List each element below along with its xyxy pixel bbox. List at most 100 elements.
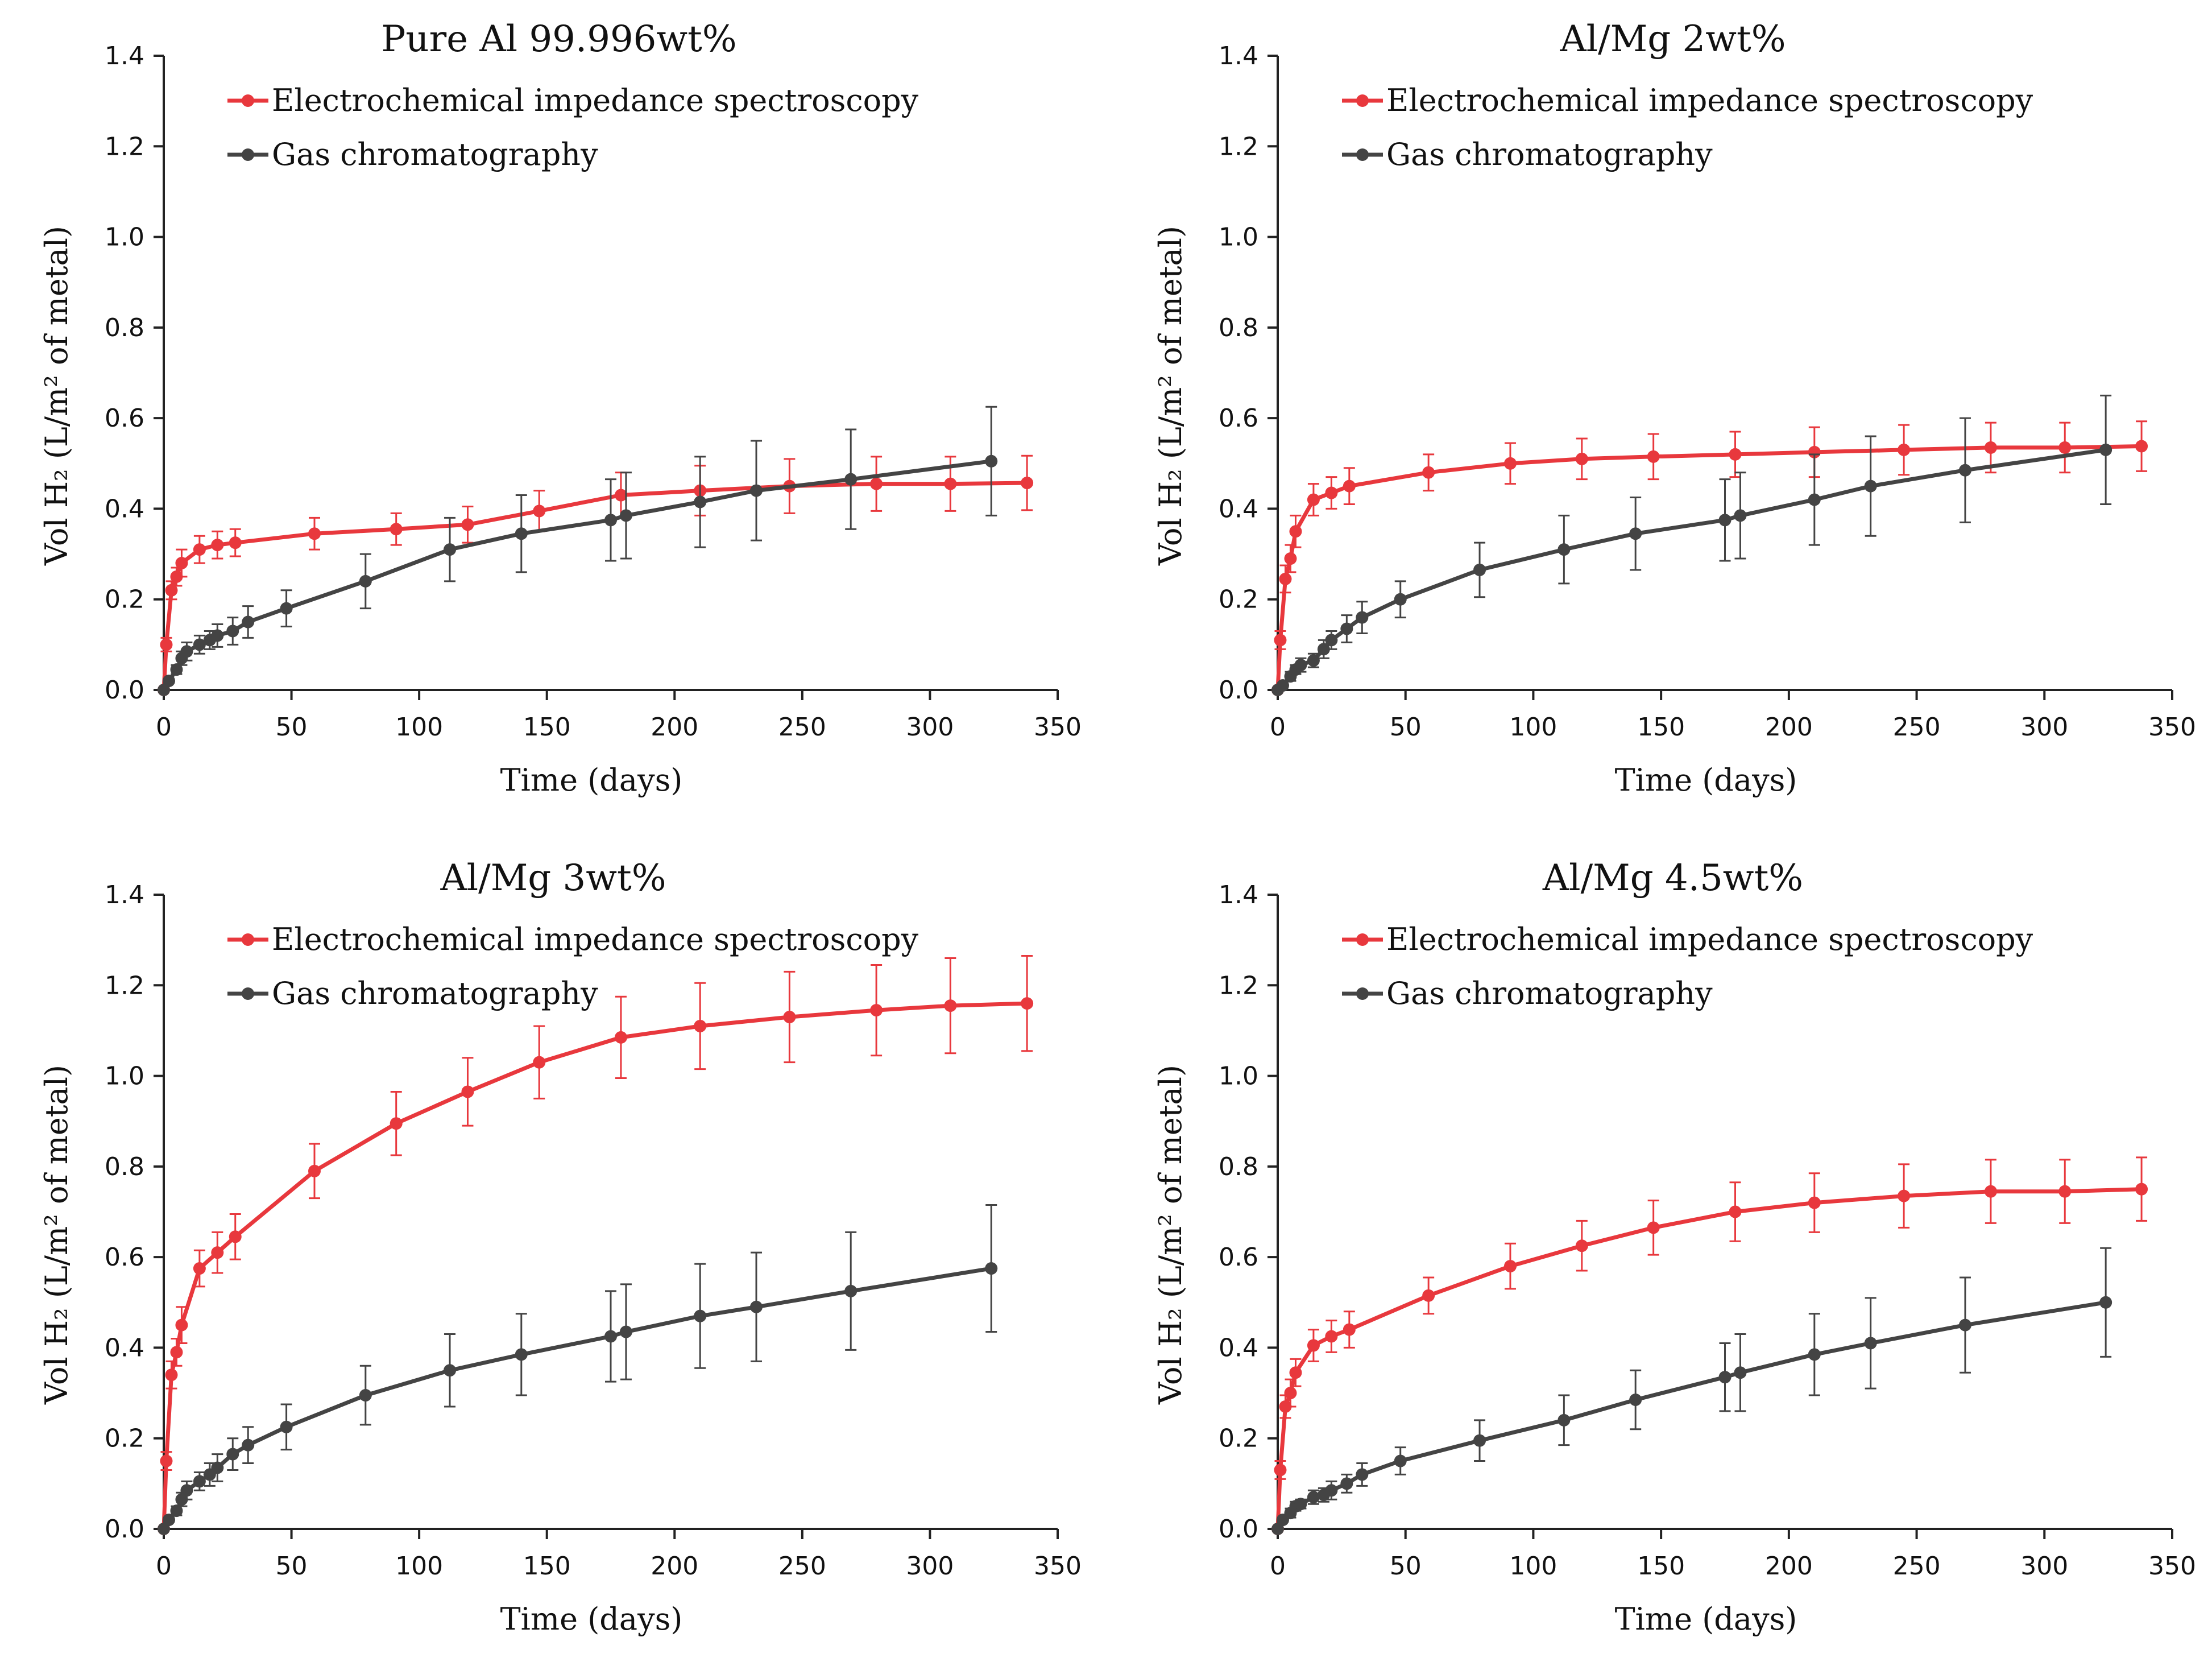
data-point bbox=[1473, 563, 1486, 576]
legend-swatch-marker bbox=[1356, 94, 1369, 107]
data-point bbox=[1021, 997, 1034, 1010]
data-point bbox=[1473, 1434, 1486, 1447]
y-tick-label: 1.0 bbox=[105, 1062, 144, 1091]
data-point bbox=[390, 523, 403, 536]
x-tick-label: 100 bbox=[1509, 1552, 1557, 1581]
data-point bbox=[1557, 1413, 1571, 1427]
data-point bbox=[280, 1420, 293, 1433]
legend-swatch-marker bbox=[1356, 933, 1369, 946]
data-point bbox=[1356, 1468, 1369, 1481]
series-line bbox=[1276, 448, 2106, 692]
y-tick-label: 1.0 bbox=[1219, 223, 1258, 252]
data-point bbox=[390, 1117, 403, 1130]
series-gc bbox=[1271, 394, 2112, 696]
y-tick-label: 0.4 bbox=[1219, 1333, 1258, 1362]
data-point bbox=[162, 1514, 175, 1527]
data-point bbox=[870, 477, 883, 490]
y-tick-label: 0.2 bbox=[1219, 1424, 1258, 1453]
series-eis bbox=[158, 955, 1034, 1535]
data-point bbox=[242, 615, 255, 629]
data-point bbox=[1284, 552, 1297, 565]
x-tick-label: 0 bbox=[156, 1552, 172, 1581]
data-point bbox=[1274, 634, 1287, 647]
data-point bbox=[1307, 1491, 1320, 1504]
x-tick-label: 100 bbox=[395, 713, 443, 742]
x-axis-label: Time (days) bbox=[1615, 1601, 1797, 1637]
data-point bbox=[193, 638, 206, 651]
data-point bbox=[1289, 525, 1302, 538]
data-point bbox=[1343, 1323, 1356, 1336]
data-point bbox=[1276, 679, 1289, 692]
chart-title: Al/Mg 4.5wt% bbox=[1542, 857, 1803, 899]
data-point bbox=[1284, 1387, 1297, 1400]
y-tick-label: 0.0 bbox=[1219, 676, 1258, 705]
data-point bbox=[694, 1309, 707, 1322]
x-tick-label: 250 bbox=[778, 1552, 826, 1581]
data-point bbox=[985, 454, 998, 468]
x-tick-label: 350 bbox=[1034, 1552, 1082, 1581]
data-point bbox=[1289, 1366, 1302, 1379]
x-tick-label: 300 bbox=[906, 713, 954, 742]
x-tick-label: 300 bbox=[906, 1552, 954, 1581]
data-point bbox=[1294, 659, 1307, 672]
data-point bbox=[1808, 1196, 1821, 1209]
data-point bbox=[515, 527, 528, 540]
series-line bbox=[161, 1266, 992, 1530]
data-point bbox=[2135, 1183, 2148, 1196]
data-point bbox=[2058, 441, 2072, 454]
data-point bbox=[750, 1300, 763, 1313]
data-point bbox=[1864, 479, 1877, 493]
legend-label: Electrochemical impedance spectroscopy bbox=[1386, 921, 2033, 957]
data-point bbox=[193, 1262, 206, 1275]
x-tick-label: 0 bbox=[1270, 713, 1286, 742]
chart-panel-2: Al/Mg 2wt% 0.0 0.2 0.4 0.6 0.8 1.0 1.2 1.4 0 50 100… bbox=[1153, 18, 2196, 798]
series-eis bbox=[1271, 420, 2148, 696]
y-tick-label: 0.8 bbox=[1219, 1152, 1258, 1181]
data-point bbox=[1729, 1205, 1742, 1218]
data-point bbox=[1898, 443, 1911, 456]
x-tick-label: 50 bbox=[276, 1552, 308, 1581]
x-axis-label: Time (days) bbox=[1615, 762, 1797, 798]
data-point bbox=[533, 1056, 546, 1069]
data-point bbox=[170, 1346, 183, 1359]
data-point bbox=[242, 1438, 255, 1452]
series-line bbox=[161, 481, 1028, 691]
data-point bbox=[229, 536, 242, 549]
data-point bbox=[750, 484, 763, 497]
chart-title: Al/Mg 3wt% bbox=[440, 857, 666, 899]
data-point bbox=[1575, 1239, 1588, 1252]
data-point bbox=[1279, 572, 1292, 585]
data-point bbox=[1356, 611, 1369, 624]
data-point bbox=[1808, 1348, 1821, 1361]
data-point bbox=[1718, 514, 1732, 527]
data-point bbox=[1325, 1484, 1338, 1497]
data-point bbox=[1394, 1454, 1407, 1467]
data-point bbox=[308, 1164, 321, 1177]
data-point bbox=[2099, 1296, 2112, 1309]
x-tick-label: 250 bbox=[1893, 713, 1941, 742]
data-point bbox=[1734, 1366, 1747, 1379]
legend-label: Gas chromatography bbox=[1386, 137, 1713, 172]
data-point bbox=[1557, 543, 1571, 556]
y-tick-label: 0.6 bbox=[105, 404, 144, 433]
y-axis-label: Vol H₂ (L/m² of metal) bbox=[39, 226, 74, 566]
data-point bbox=[870, 1004, 883, 1017]
legend-label: Gas chromatography bbox=[272, 137, 598, 172]
data-point bbox=[1729, 448, 1742, 461]
data-point bbox=[170, 570, 183, 583]
data-point bbox=[1294, 1498, 1307, 1511]
x-tick-label: 100 bbox=[1509, 713, 1557, 742]
data-point bbox=[170, 1504, 183, 1518]
data-point bbox=[1307, 493, 1320, 506]
y-tick-label: 0.4 bbox=[105, 494, 144, 523]
data-point bbox=[1325, 1330, 1338, 1343]
series-line bbox=[161, 1001, 1028, 1529]
data-point bbox=[359, 1389, 372, 1402]
data-point bbox=[1340, 622, 1353, 635]
x-tick-label: 0 bbox=[156, 713, 172, 742]
series-line bbox=[161, 459, 992, 691]
x-axis-label: Time (days) bbox=[500, 762, 683, 798]
series-line bbox=[1275, 1300, 2106, 1530]
series-line bbox=[1275, 1187, 2142, 1529]
y-tick-label: 0.0 bbox=[1219, 1515, 1258, 1544]
